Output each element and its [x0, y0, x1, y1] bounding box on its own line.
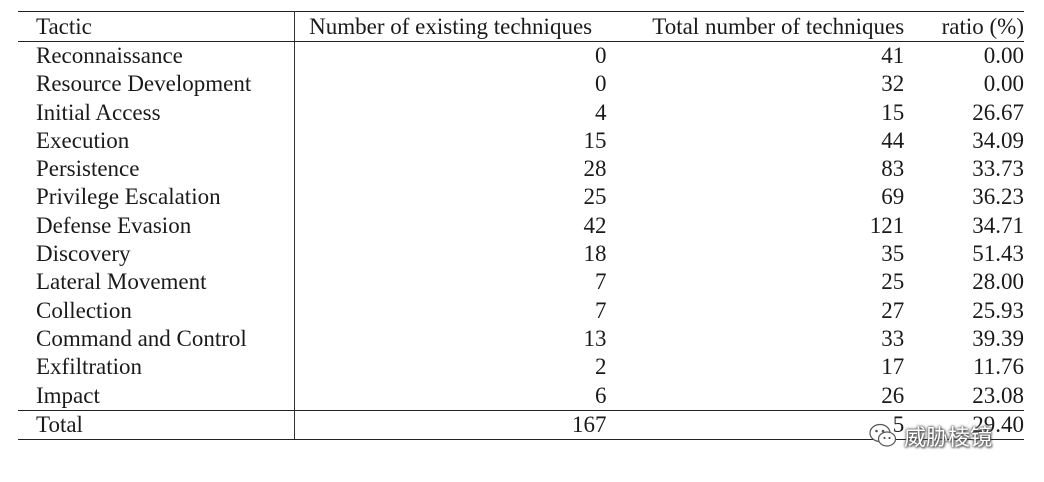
cell-total: 26 — [881, 382, 905, 408]
table-row: Reconnaissance 0 41 0.00 — [18, 41, 1024, 71]
cell-ratio: 33.73 — [972, 156, 1024, 182]
header-total-techniques: Total number of techniques — [606, 11, 905, 42]
cell-existing: 4 — [595, 99, 607, 125]
cell-existing: 2 — [595, 354, 607, 380]
cell-existing: 18 — [583, 241, 607, 267]
cell-ratio: 34.09 — [972, 127, 1024, 153]
cell-tactic: Defense Evasion — [18, 211, 295, 241]
watermark-text: 威胁棱镜 — [904, 426, 993, 451]
table-row: Execution 15 44 34.09 — [18, 126, 1024, 156]
tactics-table: Tactic Number of existing techniques Tot… — [18, 11, 1024, 441]
cell-existing: 15 — [583, 127, 607, 153]
table-row: Command and Control 13 33 39.39 — [18, 324, 1024, 354]
cell-total: 25 — [881, 269, 905, 295]
cell-tactic: Persistence — [18, 155, 295, 184]
total-ratio: 29.40 — [904, 409, 1024, 441]
table-row: Persistence 28 83 33.73 — [18, 155, 1024, 184]
cell-tactic: Discovery — [18, 240, 295, 269]
cell-ratio: 34.71 — [972, 212, 1024, 238]
table-row: Discovery 18 35 51.43 — [18, 240, 1024, 269]
cell-existing: 7 — [595, 297, 607, 323]
cell-tactic: Reconnaissance — [18, 41, 295, 71]
cell-total: 69 — [881, 184, 905, 210]
cell-ratio: 51.43 — [972, 241, 1024, 267]
cell-existing: 25 — [583, 184, 607, 210]
cell-tactic: Command and Control — [18, 324, 295, 354]
cell-total: 83 — [881, 156, 905, 182]
cell-tactic: Execution — [18, 126, 295, 156]
table-row: Impact 6 26 23.08 — [18, 381, 1024, 411]
watermark: 威胁棱镜 — [868, 418, 992, 454]
total-label: Total — [18, 409, 295, 441]
cell-ratio: 36.23 — [972, 184, 1024, 210]
cell-ratio: 26.67 — [972, 99, 1024, 125]
table-total-row: Total 167 5 29.40 — [18, 409, 1024, 441]
table-row: Defense Evasion 42 121 34.71 — [18, 211, 1024, 241]
cell-ratio: 0.00 — [983, 71, 1024, 97]
cell-tactic: Initial Access — [18, 98, 295, 127]
cell-total: 27 — [881, 297, 905, 323]
table-row: Collection 7 27 25.93 — [18, 296, 1024, 325]
cell-ratio: 23.08 — [972, 382, 1024, 408]
cell-existing: 28 — [583, 156, 607, 182]
wechat-icon — [868, 421, 898, 451]
cell-total: 15 — [881, 99, 905, 125]
cell-total: 44 — [881, 127, 905, 153]
cell-existing: 6 — [595, 382, 607, 408]
table-row: Lateral Movement 7 25 28.00 — [18, 268, 1024, 297]
cell-ratio: 0.00 — [983, 43, 1024, 68]
cell-ratio: 25.93 — [972, 297, 1024, 323]
cell-tactic: Impact — [18, 381, 295, 411]
header-tactic: Tactic — [18, 11, 295, 42]
cell-existing: 0 — [595, 43, 607, 68]
header-ratio: ratio (%) — [904, 11, 1024, 42]
cell-existing: 0 — [595, 71, 607, 97]
total-techniques: 5 — [606, 409, 905, 441]
cell-ratio: 11.76 — [973, 354, 1024, 380]
table-row: Privilege Escalation 25 69 36.23 — [18, 183, 1024, 212]
cell-tactic: Collection — [18, 296, 295, 325]
cell-tactic: Lateral Movement — [18, 268, 295, 297]
cell-total: 35 — [881, 241, 905, 267]
table-header-row: Tactic Number of existing techniques Tot… — [18, 11, 1024, 42]
table-row: Exfiltration 2 17 11.76 — [18, 353, 1024, 382]
cell-total: 41 — [881, 43, 905, 68]
table-row: Resource Development 0 32 0.00 — [18, 70, 1024, 99]
cell-existing: 7 — [595, 269, 607, 295]
total-existing: 167 — [294, 409, 607, 441]
cell-total: 33 — [881, 325, 905, 351]
header-existing-techniques: Number of existing techniques — [294, 11, 607, 42]
cell-total: 32 — [881, 71, 905, 97]
cell-tactic: Resource Development — [18, 70, 295, 99]
table-row: Initial Access 4 15 26.67 — [18, 98, 1024, 127]
cell-total: 121 — [869, 212, 905, 238]
cell-ratio: 39.39 — [972, 325, 1024, 351]
cell-existing: 42 — [583, 212, 607, 238]
cell-total: 17 — [881, 354, 905, 380]
cell-ratio: 28.00 — [972, 269, 1024, 295]
cell-existing: 13 — [583, 325, 607, 351]
cell-tactic: Privilege Escalation — [18, 183, 295, 212]
cell-tactic: Exfiltration — [18, 353, 295, 382]
table-body: Reconnaissance 0 41 0.00 Resource Developmen… — [18, 41, 1024, 411]
